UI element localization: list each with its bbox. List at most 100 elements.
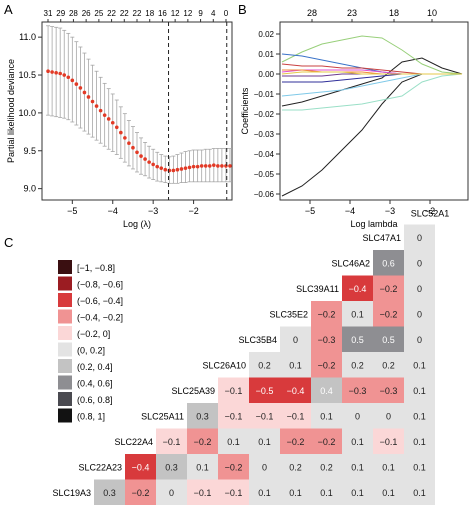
cell-value: −0.1: [380, 437, 398, 447]
cv-point: [62, 73, 67, 77]
cell-value: −0.5: [256, 386, 274, 396]
cell-value: 0.1: [351, 488, 364, 498]
heatmap-cell: [280, 352, 311, 378]
cell-value: 0: [417, 284, 422, 294]
heatmap-cell: [311, 454, 342, 480]
legend-label: (0.8, 1]: [77, 412, 105, 422]
heatmap-cell: [156, 479, 187, 505]
heatmap-cell: [373, 250, 404, 276]
panel-a-cv-plot: −5 −4 −3 −2 9.0 9.5 10.0 10.5 11.0 31 29 28 26 25 22 22…: [6, 9, 233, 229]
plot-frame-a: [41, 21, 233, 201]
cv-point: [203, 164, 208, 168]
y-tick-label-b: −0.01: [254, 90, 275, 99]
row-gene-label: SLC46A2: [331, 258, 370, 268]
heatmap-cell: [249, 428, 280, 454]
cv-point: [163, 167, 168, 172]
cell-value: −0.1: [225, 386, 243, 396]
cv-point: [171, 168, 176, 173]
cv-point: [70, 78, 75, 83]
x-tick-label-b: −5: [305, 206, 315, 216]
heatmap-cell: [280, 326, 311, 352]
cv-point: [78, 86, 83, 90]
heatmap-cell: [125, 479, 156, 505]
cv-point: [151, 162, 155, 167]
cell-value: 0: [386, 411, 391, 421]
heatmap-cell: [404, 352, 435, 378]
cell-value: 0: [417, 335, 422, 345]
coefficient-path: [282, 73, 463, 111]
y-tick-label-b: 0.01: [258, 50, 274, 59]
cell-value: 0.3: [196, 411, 209, 421]
heatmap-cell: [311, 403, 342, 429]
cv-point: [179, 167, 184, 171]
row-gene-label: SLC22A23: [78, 462, 122, 472]
cell-value: 0.1: [413, 462, 426, 472]
top-tick-label-a: 28: [69, 9, 78, 18]
heatmap-cell: [218, 403, 249, 429]
cell-value: 0.6: [382, 258, 395, 268]
heatmap-cell: [373, 377, 404, 403]
cv-point: [143, 157, 147, 161]
cell-value: 0.2: [289, 462, 302, 472]
heatmap-cell: [342, 479, 373, 505]
top-tick-label-a: 12: [183, 9, 192, 18]
top-tick-label-a: 4: [211, 9, 216, 18]
y-tick-label-a: 11.0: [19, 32, 36, 42]
heatmap-cell: [404, 250, 435, 276]
top-tick-label-a: 29: [56, 9, 65, 18]
y-tick-label-b: 0.02: [258, 30, 274, 39]
cell-value: −0.2: [318, 360, 336, 370]
heatmap-cell: [373, 326, 404, 352]
cv-point: [139, 154, 143, 158]
cv-point: [46, 69, 50, 74]
heatmap-cell: [342, 428, 373, 454]
y-tick-label-a: 9.0: [23, 184, 36, 194]
legend-label: (0.2, 0.4]: [77, 362, 113, 372]
plot-frame-b: [279, 21, 469, 201]
cell-value: 0: [417, 258, 422, 268]
legend-label: (−0.4, −0.2]: [77, 313, 123, 323]
cv-point: [159, 166, 164, 170]
cell-value: 0.1: [320, 488, 333, 498]
heatmap-cell: [249, 352, 280, 378]
cv-point: [175, 167, 180, 172]
heatmap-cell: [404, 479, 435, 505]
coefficient-path: [281, 35, 463, 75]
cv-point: [199, 164, 204, 168]
top-tick-label-a: 18: [145, 9, 154, 18]
cell-value: 0.4: [320, 386, 333, 396]
cell-value: 0.3: [103, 488, 116, 498]
legend-swatch: [58, 408, 72, 423]
row-gene-label: SLC26A10: [202, 360, 246, 370]
top-tick-label-b: 18: [389, 8, 399, 18]
heatmap-cell: [342, 403, 373, 429]
heatmap-cell: [342, 275, 373, 301]
cell-value: 0.1: [320, 411, 333, 421]
cv-point: [191, 164, 196, 169]
top-tick-label-a: 31: [44, 9, 53, 18]
heatmap-cell: [404, 428, 435, 454]
cell-value: 0.1: [413, 437, 426, 447]
row-gene-label: SLC39A11: [296, 284, 339, 294]
cell-value: −0.1: [163, 437, 181, 447]
legend-label: (−0.6, −0.4]: [77, 296, 123, 306]
x-tick-label-b: −3: [385, 206, 395, 216]
cell-value: 0: [262, 462, 267, 472]
top-tick-label-a: 12: [171, 9, 180, 18]
panel-b-coefficient-paths: −5 −4 −3 −2 −0.06 −0.05 −0.04 −0.03 −0.02 −0.01 0.…: [240, 8, 469, 229]
cell-value: −0.2: [225, 462, 243, 472]
y-axis-label-b: Coefficients: [240, 87, 250, 134]
legend-swatch: [58, 309, 72, 324]
legend-label: (−0.8, −0.6]: [77, 280, 123, 290]
cv-point: [155, 164, 160, 169]
cv-point: [50, 70, 54, 74]
heatmap-cell: [94, 479, 125, 505]
cell-value: −0.4: [287, 386, 305, 396]
cv-point: [220, 164, 224, 168]
cv-point: [127, 141, 131, 145]
cell-value: 0.2: [382, 360, 395, 370]
heatmap-cell: [373, 352, 404, 378]
legend-label: (−0.2, 0]: [77, 329, 110, 339]
cell-value: −0.4: [132, 462, 150, 472]
